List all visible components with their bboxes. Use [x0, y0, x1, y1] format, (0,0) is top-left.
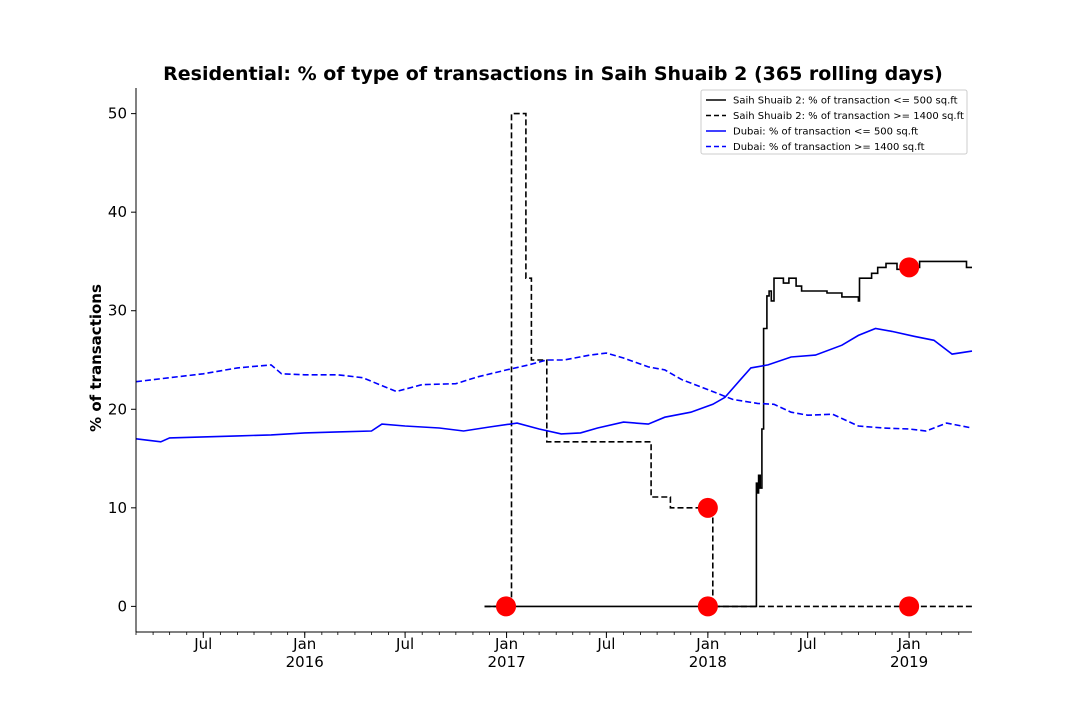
series-line-1 — [484, 260, 972, 608]
y-tick-label: 30 — [108, 302, 127, 320]
legend-label-3: Dubai: % of transaction <= 500 sq.ft — [733, 127, 918, 138]
legend: Saih Shuaib 2: % of transaction <= 500 s… — [700, 89, 968, 155]
y-tick-label: 40 — [108, 203, 127, 221]
x-tick-label: Jan — [292, 635, 316, 653]
series-line-2 — [484, 112, 972, 608]
chart-title: Residential: % of type of transactions i… — [163, 63, 943, 85]
x-tick-label: Jan — [695, 635, 719, 653]
y-tick-label: 20 — [108, 400, 127, 418]
series-line-3 — [135, 327, 973, 443]
legend-label-4: Dubai: % of transaction >= 1400 sq.ft — [733, 142, 925, 153]
legend-label-1: Saih Shuaib 2: % of transaction <= 500 s… — [733, 96, 958, 107]
x-tick-label: Jul — [193, 635, 212, 653]
marker-point — [697, 497, 718, 518]
x-tick-label: Jul — [596, 635, 615, 653]
x-tick-label: Jul — [798, 635, 817, 653]
marker-point — [496, 596, 517, 617]
legend-frame — [700, 89, 968, 155]
series-line-4 — [135, 352, 973, 432]
marker-point — [899, 257, 920, 278]
series-layer — [135, 112, 973, 608]
x-tick-year-label: 2019 — [890, 653, 928, 671]
x-tick-year-label: 2017 — [487, 653, 525, 671]
marker-point — [697, 596, 718, 617]
x-tick-label: Jul — [395, 635, 414, 653]
marker-layer — [496, 257, 920, 617]
y-tick-label: 0 — [117, 597, 127, 615]
x-tick-label: Jan — [494, 635, 518, 653]
x-tick-year-label: 2018 — [689, 653, 727, 671]
legend-label-2: Saih Shuaib 2: % of transaction >= 1400 … — [733, 111, 964, 122]
y-axis-label: % of transactions — [87, 284, 105, 432]
y-tick-label: 10 — [108, 499, 127, 517]
marker-point — [899, 596, 920, 617]
y-tick-label: 50 — [108, 105, 127, 123]
x-tick-label: Jan — [897, 635, 921, 653]
x-tick-year-label: 2016 — [286, 653, 324, 671]
